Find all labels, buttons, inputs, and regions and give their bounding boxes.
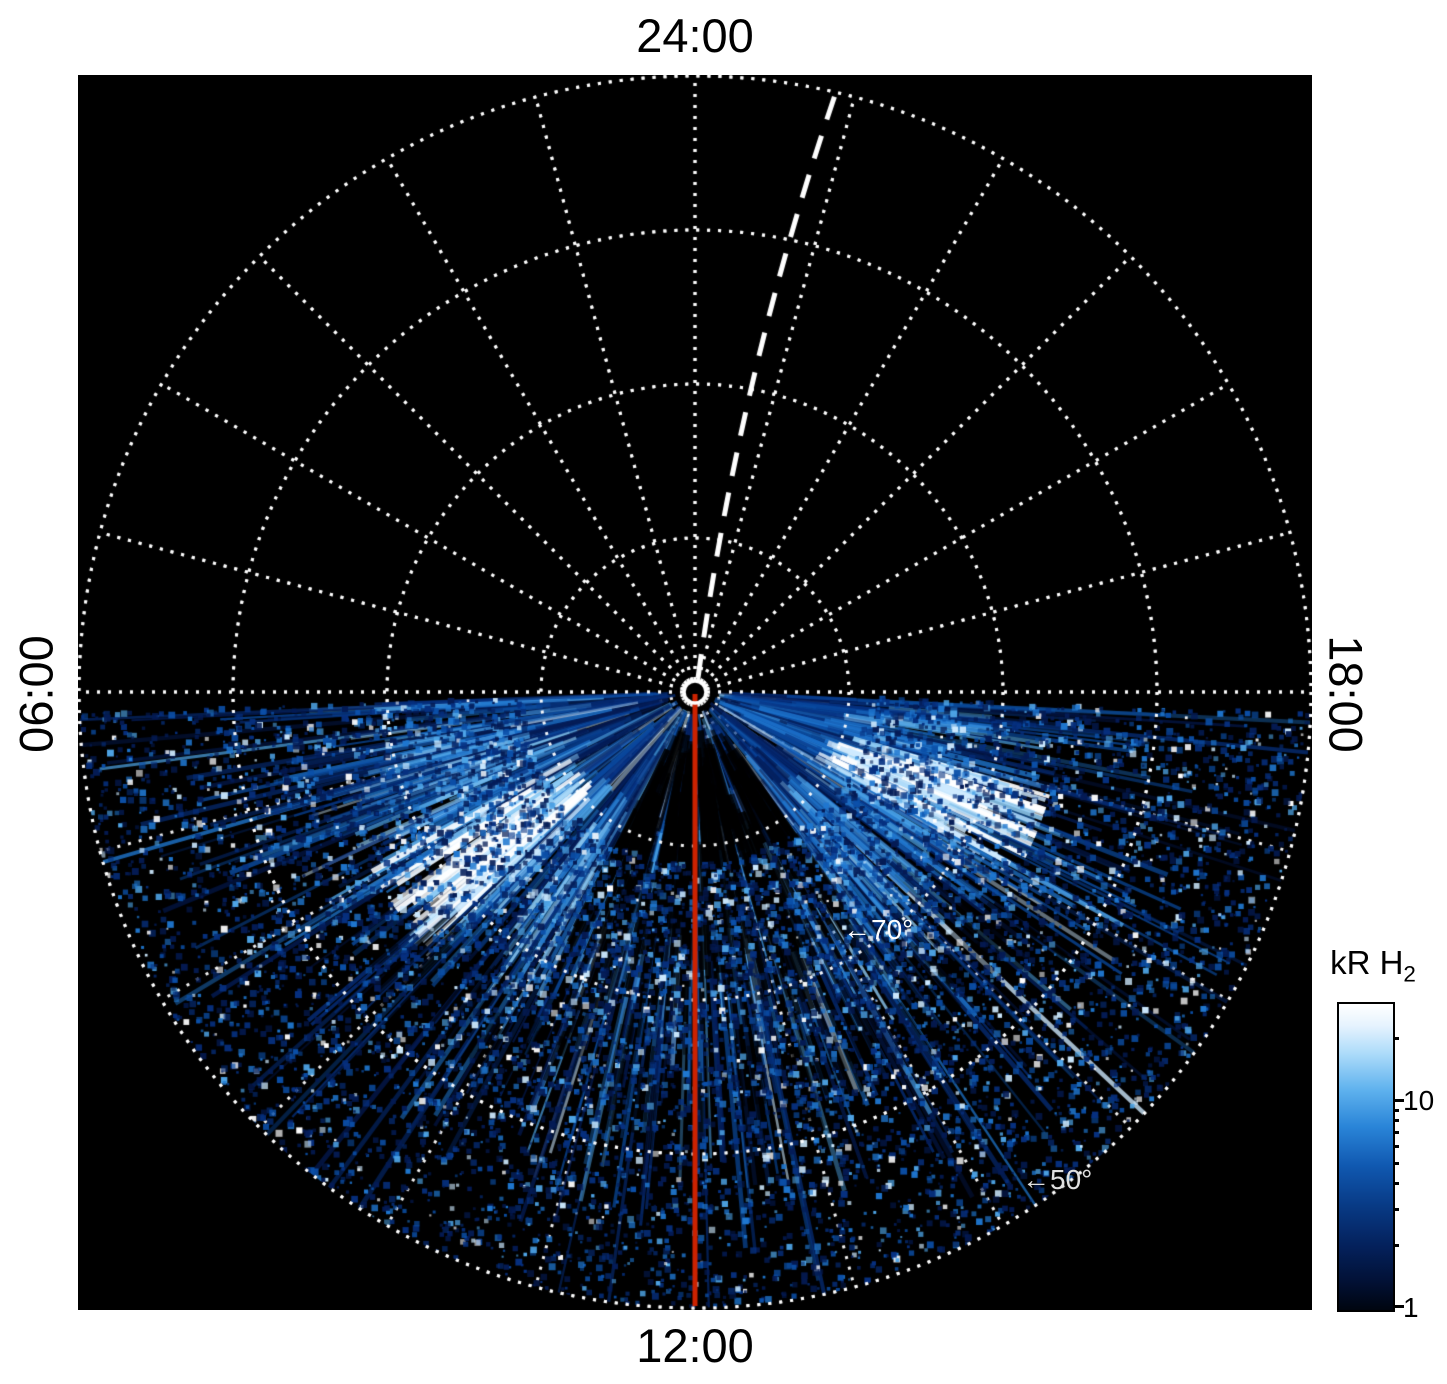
aurora-heatmap-canvas (78, 75, 1312, 1310)
local-time-label-1200: 12:00 (636, 1319, 754, 1372)
colorbar-gradient-bar (1337, 1002, 1395, 1312)
colorbar-ticks (1393, 1002, 1405, 1308)
local-time-label-1800: 18:00 (1319, 635, 1373, 753)
colorbar-tick-label-10: 10 (1403, 1084, 1435, 1116)
latitude-ring-label-50: ←50° (1022, 1164, 1093, 1195)
colorbar-tick (1393, 1244, 1399, 1248)
colorbar-tick (1393, 1145, 1399, 1149)
colorbar-tick (1393, 1099, 1404, 1103)
polar-plot-area: ←70° ←50° (78, 75, 1312, 1310)
colorbar-title-subscript: 2 (1403, 961, 1416, 987)
colorbar-tick (1393, 1131, 1399, 1135)
colorbar-title-text: kR H (1330, 944, 1404, 981)
local-time-label-0600: 06:00 (9, 635, 63, 753)
colorbar-tick (1393, 1161, 1399, 1165)
colorbar-title: kR H2 (1303, 944, 1443, 988)
colorbar-tick (1393, 1305, 1404, 1308)
colorbar-tick (1393, 1119, 1399, 1123)
colorbar-tick (1393, 1108, 1399, 1112)
latitude-ring-label-70: ←70° (843, 914, 914, 945)
colorbar-tick-label-1: 1 (1403, 1292, 1419, 1323)
colorbar-tick (1393, 1207, 1399, 1211)
colorbar-tick (1393, 1036, 1399, 1040)
local-time-label-2400: 24:00 (636, 9, 754, 62)
colorbar-tick (1393, 1181, 1399, 1185)
